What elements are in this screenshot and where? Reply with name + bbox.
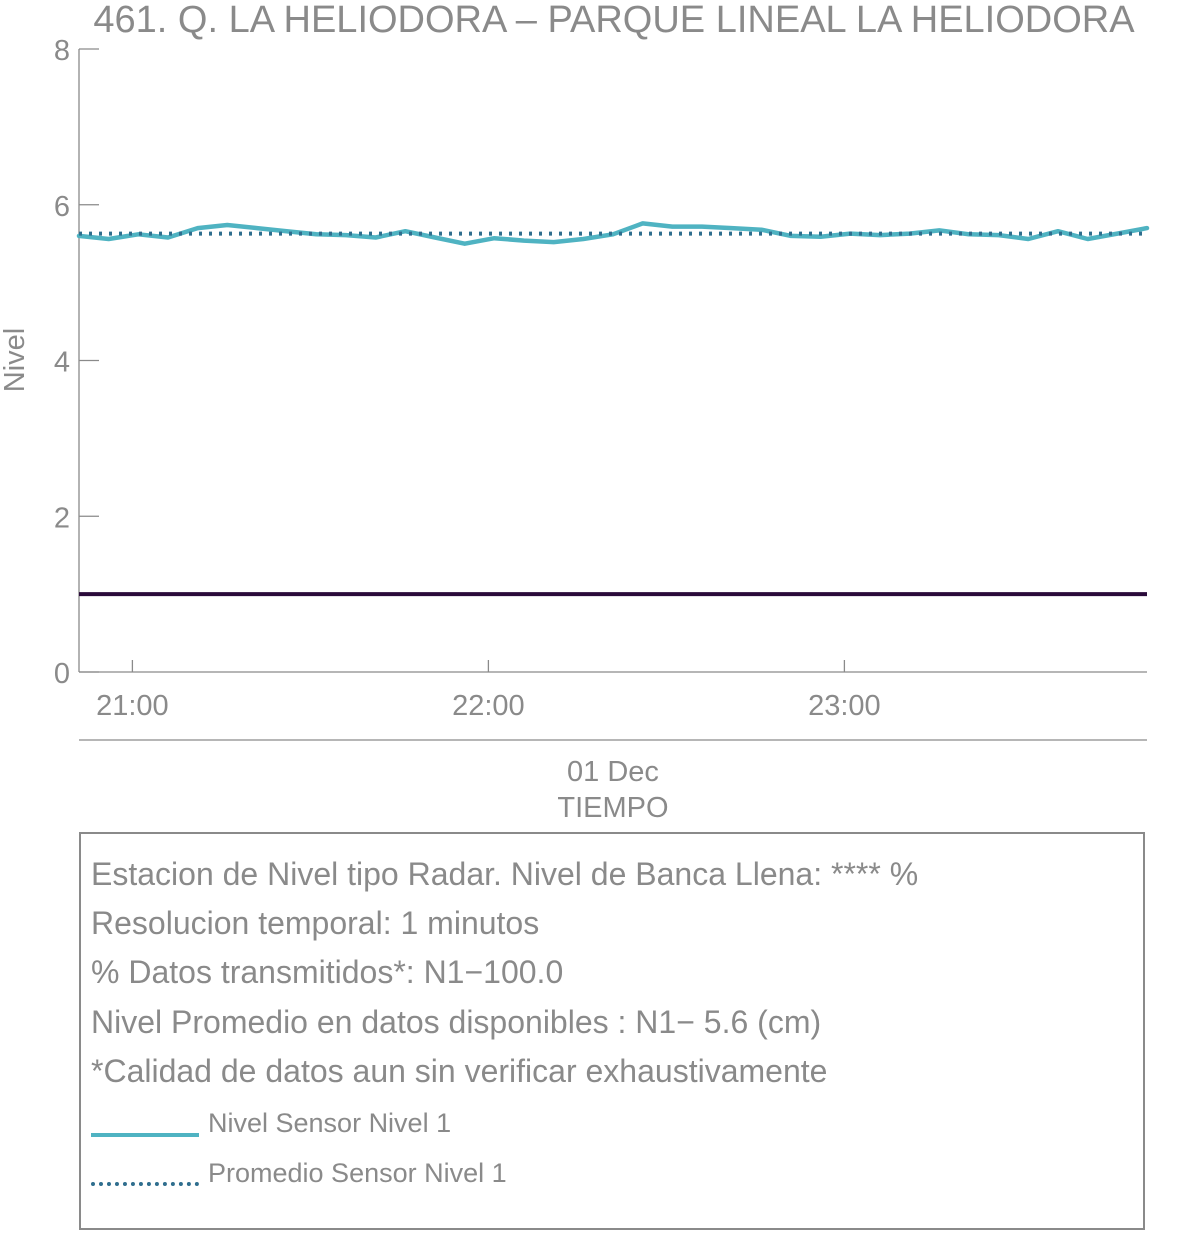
info-temporal-resolution: Resolucion temporal: 1 minutos (91, 905, 540, 941)
y-axis-label: Nivel (0, 328, 31, 392)
x-tick-label: 23:00 (808, 690, 881, 722)
axes: 0 2 4 6 8 21:00 22:00 23:00 (54, 35, 1147, 741)
legend-item-promedio: Promedio Sensor Nivel 1 (208, 1158, 507, 1188)
info-station-type: Estacion de Nivel tipo Radar. Nivel de B… (91, 856, 919, 892)
info-data-transmitted: % Datos transmitidos*: N1−100.0 (91, 954, 564, 990)
y-tick-label: 2 (54, 502, 70, 534)
y-tick-label: 4 (54, 347, 70, 379)
y-tick-label: 6 (54, 191, 70, 223)
y-tick-label: 8 (54, 35, 70, 67)
info-legend-box: Estacion de Nivel tipo Radar. Nivel de B… (79, 832, 1145, 1230)
chart: 461. Q. LA HELIODORA – PARQUE LINEAL LA … (0, 0, 1150, 824)
legend-dotted-swatch (91, 1182, 199, 1186)
info-quality-note: *Calidad de datos aun sin verificar exha… (91, 1053, 828, 1089)
legend-solid-swatch (91, 1133, 199, 1137)
date-label: 01 Dec (567, 756, 659, 788)
x-axis-label: TIEMPO (557, 792, 668, 824)
series-layer (76, 221, 1150, 597)
x-tick-label: 21:00 (96, 690, 169, 722)
legend-item-nivel: Nivel Sensor Nivel 1 (208, 1108, 452, 1138)
x-tick-label: 22:00 (452, 690, 525, 722)
y-tick-label: 0 (54, 658, 70, 690)
info-mean-level: Nivel Promedio en datos disponibles : N1… (91, 1004, 822, 1040)
chart-title: 461. Q. LA HELIODORA – PARQUE LINEAL LA … (93, 0, 1135, 41)
